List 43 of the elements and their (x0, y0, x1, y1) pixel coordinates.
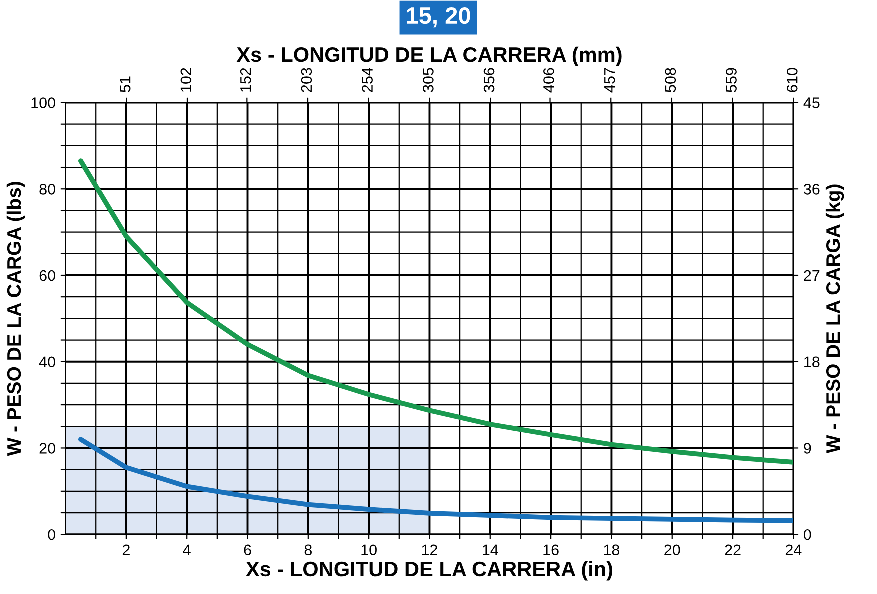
x-tick-label: 16 (544, 544, 559, 556)
x-tick-label: 22 (725, 544, 741, 556)
x-tick-label: 20 (664, 544, 680, 556)
x2-tick-label: 152 (240, 68, 252, 92)
y2-tick-label: 9 (804, 443, 812, 454)
x-tick-label: 8 (304, 544, 312, 556)
x2-tick-label: 203 (301, 68, 312, 92)
y-tick-label: 20 (40, 443, 56, 454)
x-tick-label: 6 (244, 544, 252, 556)
y2-axis-title: W - PESO DE LA CARGA (kg) (826, 184, 844, 454)
x-tick-label: 4 (183, 544, 191, 556)
x2-tick-label: 406 (544, 68, 554, 93)
y-tick-label: 40 (39, 356, 56, 368)
y-axis-title: W - PESO DE LA CARGA (lbs) (6, 182, 26, 456)
y2-tick-label: 36 (804, 184, 820, 195)
x2-tick-label: 102 (180, 68, 192, 92)
y-tick-label: 0 (48, 529, 56, 540)
y2-tick-label: 45 (804, 98, 820, 108)
x2-tick-label: 559 (726, 68, 737, 92)
x-tick-label: 18 (604, 544, 620, 556)
x2-tick-label: 254 (362, 68, 373, 92)
x2-tick-label: 305 (423, 68, 434, 92)
x-tick-label: 2 (122, 544, 130, 556)
x2-tick-label: 356 (484, 68, 495, 92)
y2-tick-label: 27 (804, 270, 820, 282)
y-tick-label: 60 (40, 270, 56, 282)
x-tick-label: 10 (362, 544, 377, 556)
x-tick-label: 24 (786, 544, 802, 556)
x2-tick-label: 51 (120, 76, 131, 92)
y-tick-label: 100 (32, 98, 56, 108)
x2-tick-label: 610 (786, 68, 798, 92)
y2-tick-label: 0 (804, 529, 812, 540)
line-series (78, 158, 794, 465)
x2-tick-label: 508 (665, 68, 676, 92)
x-tick-label: 14 (483, 544, 498, 556)
chart-title: 15, 20 (407, 7, 470, 28)
x2-axis-title: Xs - LONGITUD DE LA CARRERA (mm) (236, 46, 622, 66)
x2-tick-label: 457 (604, 68, 616, 93)
x-axis-title: Xs - LONGITUD DE LA CARRERA (in) (246, 561, 613, 581)
line-series (78, 437, 794, 524)
y2-tick-label: 18 (804, 356, 820, 368)
y-tick-label: 80 (40, 184, 56, 195)
x-tick-label: 12 (422, 544, 438, 556)
